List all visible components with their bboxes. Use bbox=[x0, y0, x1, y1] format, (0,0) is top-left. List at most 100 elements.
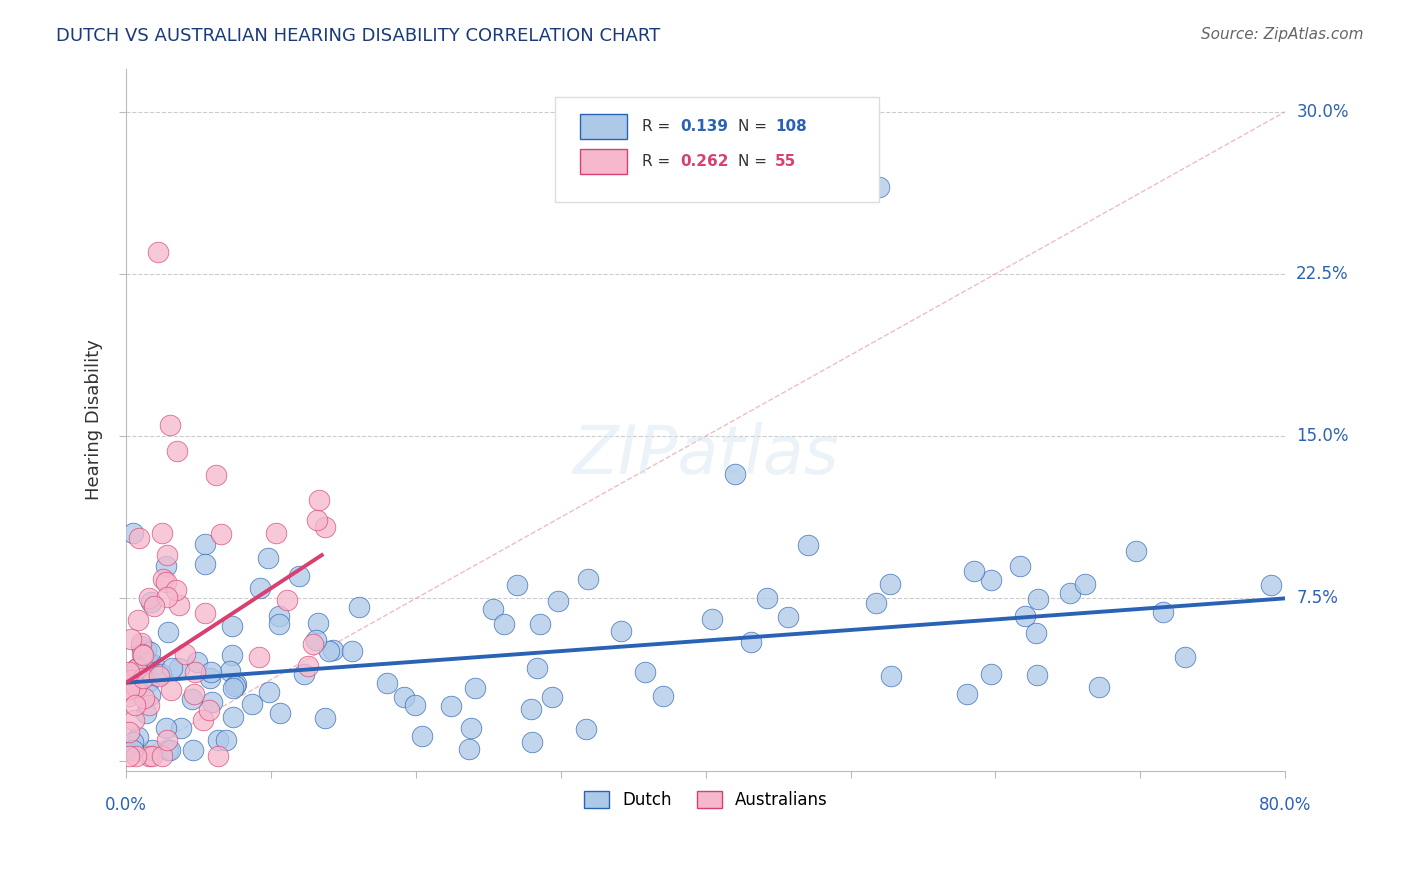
Point bbox=[740, 634, 762, 648]
Point bbox=[267, 609, 290, 624]
Point bbox=[159, 743, 181, 757]
Point bbox=[305, 632, 328, 647]
Point bbox=[322, 642, 344, 657]
Point bbox=[1260, 578, 1282, 592]
Point bbox=[209, 526, 232, 541]
Point bbox=[394, 690, 416, 704]
Point bbox=[755, 591, 778, 606]
Point bbox=[797, 538, 820, 552]
Point bbox=[865, 596, 887, 610]
Point bbox=[167, 599, 190, 613]
Point bbox=[225, 677, 247, 691]
Point bbox=[141, 595, 163, 609]
Point bbox=[1059, 586, 1081, 600]
Point bbox=[240, 697, 263, 711]
Point bbox=[166, 444, 188, 458]
Point bbox=[132, 650, 155, 665]
Point bbox=[778, 609, 800, 624]
Point bbox=[301, 637, 323, 651]
Point bbox=[135, 643, 157, 657]
Point bbox=[506, 578, 529, 592]
Text: ZIPatlas: ZIPatlas bbox=[572, 422, 839, 488]
Point bbox=[1174, 649, 1197, 664]
Point bbox=[167, 661, 190, 675]
Point bbox=[307, 513, 329, 527]
Point bbox=[143, 599, 166, 614]
Point bbox=[169, 721, 191, 735]
Text: N =: N = bbox=[738, 153, 772, 169]
Point bbox=[157, 743, 180, 757]
Point bbox=[125, 662, 148, 676]
Point bbox=[276, 593, 298, 607]
Point bbox=[314, 520, 336, 534]
Point bbox=[547, 594, 569, 608]
Point bbox=[122, 526, 145, 541]
Point bbox=[492, 616, 515, 631]
Point bbox=[1088, 680, 1111, 694]
Point bbox=[404, 698, 426, 712]
Point bbox=[160, 683, 183, 698]
Y-axis label: Hearing Disability: Hearing Disability bbox=[86, 340, 103, 500]
Point bbox=[307, 616, 329, 631]
Point bbox=[160, 661, 183, 675]
Point bbox=[142, 657, 165, 672]
Point bbox=[150, 749, 173, 764]
Point bbox=[198, 703, 221, 717]
Point bbox=[165, 583, 187, 598]
Point bbox=[191, 714, 214, 728]
Point bbox=[138, 688, 160, 702]
FancyBboxPatch shape bbox=[555, 96, 880, 202]
Point bbox=[297, 658, 319, 673]
Text: 22.5%: 22.5% bbox=[1296, 265, 1348, 283]
Point bbox=[962, 564, 984, 578]
Point bbox=[724, 467, 747, 481]
Point bbox=[138, 698, 160, 713]
Point bbox=[610, 624, 633, 638]
Point bbox=[124, 698, 146, 712]
Point bbox=[125, 680, 148, 694]
Point bbox=[308, 493, 330, 508]
Point bbox=[200, 665, 222, 680]
Text: 0.0%: 0.0% bbox=[105, 797, 148, 814]
Point bbox=[173, 647, 195, 661]
Point bbox=[122, 735, 145, 749]
Point bbox=[131, 648, 153, 662]
Point bbox=[264, 525, 287, 540]
Bar bbox=[581, 114, 627, 139]
Point bbox=[249, 650, 271, 665]
Text: Source: ZipAtlas.com: Source: ZipAtlas.com bbox=[1201, 27, 1364, 42]
Point bbox=[201, 695, 224, 709]
Point bbox=[183, 687, 205, 701]
Point bbox=[633, 665, 655, 679]
Point bbox=[129, 636, 152, 650]
Point bbox=[155, 722, 177, 736]
Text: 0.139: 0.139 bbox=[681, 119, 728, 134]
Text: 55: 55 bbox=[775, 153, 796, 169]
Point bbox=[159, 418, 181, 433]
Point bbox=[1025, 668, 1047, 682]
Point bbox=[127, 614, 149, 628]
Point bbox=[180, 691, 202, 706]
Point bbox=[118, 724, 141, 739]
Point bbox=[256, 550, 278, 565]
Point bbox=[122, 669, 145, 683]
Point bbox=[132, 690, 155, 705]
Point bbox=[122, 714, 145, 728]
Point bbox=[980, 573, 1002, 587]
Point bbox=[157, 624, 180, 639]
Point bbox=[222, 710, 245, 724]
Point bbox=[148, 669, 170, 683]
Point bbox=[118, 681, 141, 696]
Point bbox=[205, 468, 228, 483]
Text: 0.262: 0.262 bbox=[681, 153, 728, 169]
Point bbox=[700, 612, 723, 626]
Text: 15.0%: 15.0% bbox=[1296, 427, 1348, 445]
Point bbox=[122, 743, 145, 757]
Point bbox=[141, 743, 163, 757]
Point bbox=[186, 655, 208, 669]
Point bbox=[183, 665, 205, 680]
Point bbox=[122, 677, 145, 691]
Point bbox=[139, 645, 162, 659]
Point bbox=[183, 743, 205, 757]
Point bbox=[464, 681, 486, 695]
